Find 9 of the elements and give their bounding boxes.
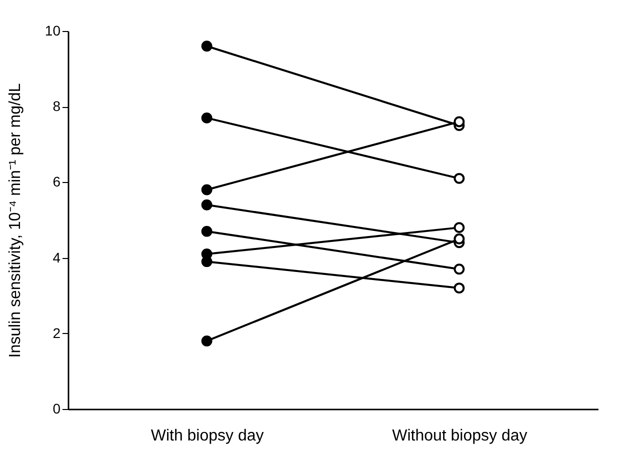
y-tick-label: 6	[52, 174, 61, 190]
x-tick-label: With biopsy day	[150, 428, 264, 444]
y-tick-label: 0	[52, 400, 61, 416]
y-tick-label: 10	[44, 22, 61, 38]
y-axis-title: Insulin sensitivity, 10⁻⁴ min⁻¹ per mg/dL	[6, 83, 24, 358]
x-tick-label: Without biopsy day	[392, 428, 528, 444]
y-tick-label: 4	[52, 249, 61, 266]
y-tick-label: 8	[52, 98, 61, 114]
y-tick-label: 2	[52, 324, 61, 341]
